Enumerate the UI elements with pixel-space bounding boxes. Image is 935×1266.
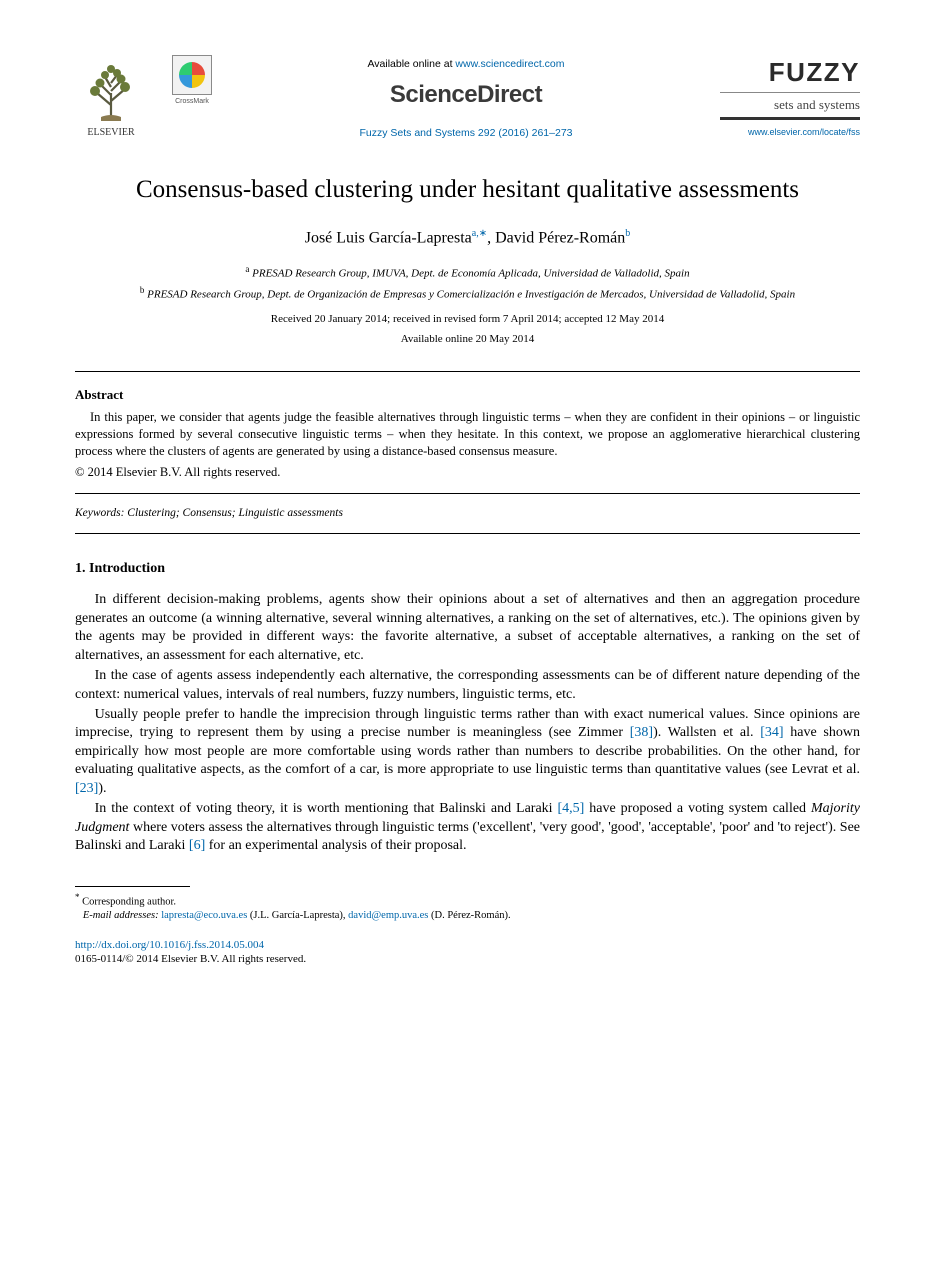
sciencedirect-logo: ScienceDirect (212, 79, 720, 111)
email-1-name: (J.L. García-Lapresta), (247, 910, 348, 921)
keywords-text: Clustering; Consensus; Linguistic assess… (127, 507, 343, 519)
issn-copyright: 0165-0114/© 2014 Elsevier B.V. All right… (75, 952, 860, 967)
available-online-line: Available online at www.sciencedirect.co… (212, 57, 720, 71)
ref-23[interactable]: [23] (75, 781, 98, 796)
intro-para-4: In the context of voting theory, it is w… (75, 800, 860, 855)
email-addresses-line: E-mail addresses: lapresta@eco.uva.es (J… (75, 909, 860, 923)
left-logo-group: ELSEVIER CrossMark (75, 55, 212, 144)
available-prefix: Available online at (367, 58, 455, 70)
author-1[interactable]: José Luis García-Lapresta (305, 229, 472, 246)
abstract-block: Abstract In this paper, we consider that… (75, 372, 860, 493)
svg-text:ELSEVIER: ELSEVIER (87, 127, 135, 137)
crossmark-icon (172, 55, 212, 95)
author-sep: , (487, 229, 495, 246)
ref-4-5[interactable]: [4,5] (558, 801, 585, 816)
abstract-copyright: © 2014 Elsevier B.V. All rights reserved… (75, 464, 860, 481)
p4-text-a: In the context of voting theory, it is w… (95, 801, 558, 816)
elsevier-tree-icon: ELSEVIER (75, 55, 147, 137)
keywords-label: Keywords: (75, 507, 127, 519)
article-title: Consensus-based clustering under hesitan… (75, 174, 860, 205)
corresponding-author-note: * Corresponding author. (75, 891, 860, 910)
ref-34[interactable]: [34] (760, 725, 783, 740)
section-1-heading: 1. Introduction (75, 560, 860, 579)
affil-a-text: PRESAD Research Group, IMUVA, Dept. de E… (249, 268, 689, 280)
sciencedirect-link[interactable]: www.sciencedirect.com (455, 58, 564, 70)
elsevier-logo: ELSEVIER (75, 55, 147, 144)
center-header: Available online at www.sciencedirect.co… (212, 55, 720, 140)
journal-subtitle: sets and systems (720, 92, 860, 120)
page-header: ELSEVIER CrossMark Available online at w… (75, 55, 860, 144)
author-2[interactable]: David Pérez-Román (495, 229, 625, 246)
crossmark-label: CrossMark (172, 97, 212, 106)
email-2-name: (D. Pérez-Román). (428, 910, 510, 921)
p4-text-b: have proposed a voting system called (584, 801, 811, 816)
intro-para-3: Usually people prefer to handle the impr… (75, 706, 860, 798)
affiliation-a: a PRESAD Research Group, IMUVA, Dept. de… (125, 263, 810, 282)
p3-text-d: ). (98, 781, 106, 796)
ref-6[interactable]: [6] (189, 838, 205, 853)
email-label: E-mail addresses: (83, 910, 161, 921)
crossmark-badge[interactable]: CrossMark (172, 55, 212, 106)
author-1-sup: a,∗ (472, 228, 487, 239)
rule-bottom (75, 533, 860, 534)
journal-title: FUZZY (720, 55, 860, 90)
intro-para-2: In the case of agents assess independent… (75, 667, 860, 704)
ref-38[interactable]: [38] (630, 725, 653, 740)
citation-line[interactable]: Fuzzy Sets and Systems 292 (2016) 261–27… (212, 126, 720, 140)
p4-text-d: for an experimental analysis of their pr… (205, 838, 466, 853)
footnote-corr-text: Corresponding author. (80, 896, 177, 907)
dates-online: Available online 20 May 2014 (75, 332, 860, 347)
keywords-block: Keywords: Clustering; Consensus; Linguis… (75, 494, 860, 534)
affil-b-text: PRESAD Research Group, Dept. de Organiza… (144, 288, 795, 300)
intro-para-1: In different decision-making problems, a… (75, 591, 860, 665)
abstract-text: In this paper, we consider that agents j… (75, 409, 860, 460)
doi-link[interactable]: http://dx.doi.org/10.1016/j.fss.2014.05.… (75, 938, 860, 953)
affiliation-b: b PRESAD Research Group, Dept. de Organi… (125, 284, 810, 303)
authors-line: José Luis García-Laprestaa,∗, David Pére… (75, 227, 860, 249)
email-1[interactable]: lapresta@eco.uva.es (161, 910, 247, 921)
author-2-sup: b (625, 228, 630, 239)
footnote-rule (75, 886, 190, 887)
p3-text-b: ). Wallsten et al. (653, 725, 760, 740)
email-2[interactable]: david@emp.uva.es (348, 910, 428, 921)
journal-homepage-link[interactable]: www.elsevier.com/locate/fss (720, 126, 860, 138)
abstract-heading: Abstract (75, 386, 860, 404)
dates-received: Received 20 January 2014; received in re… (75, 312, 860, 327)
journal-logo-block: FUZZY sets and systems www.elsevier.com/… (720, 55, 860, 138)
